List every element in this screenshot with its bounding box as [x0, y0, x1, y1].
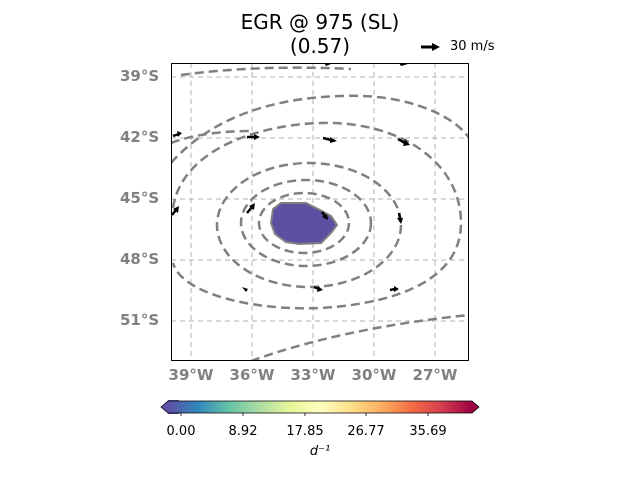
quiver-key-label: 30 m/s: [450, 39, 495, 54]
quiver-key-arrow-icon: [421, 42, 440, 51]
colorbar-outline: [160, 400, 480, 414]
colorbar-tick-marks: [180, 413, 429, 416]
colorbar: [160, 400, 480, 416]
lat-label-39s: 39°S: [120, 67, 160, 85]
wind-arrow: [389, 286, 399, 292]
wind-arrow: [247, 134, 260, 140]
colorbar-tick-label: 35.69: [409, 424, 447, 439]
lon-label-36w: 36°W: [229, 366, 275, 384]
wind-arrow: [313, 285, 323, 292]
contour-5: [171, 94, 469, 164]
lon-label-30w: 30°W: [351, 366, 397, 384]
lat-label-45s: 45°S: [120, 189, 160, 207]
colorbar-tick-label: 26.77: [347, 424, 385, 439]
lat-label-42s: 42°S: [120, 128, 160, 146]
wind-arrow: [172, 131, 182, 138]
lon-label-39w: 39°W: [168, 366, 214, 384]
contour-7: [180, 66, 352, 77]
wind-vectors: [171, 63, 410, 292]
wind-arrow: [246, 203, 255, 214]
wind-arrow: [397, 212, 403, 224]
wind-arrow: [242, 287, 248, 292]
pressure-contours: [171, 66, 469, 361]
lat-label-48s: 48°S: [120, 250, 160, 268]
quiver-key: 30 m/s: [420, 39, 495, 54]
wind-arrow: [171, 206, 179, 216]
contour-1: [257, 191, 351, 255]
colorbar-tick-label: 8.92: [228, 424, 258, 439]
colorbar-extend-low-tip: [161, 401, 168, 413]
contour-6: [171, 129, 252, 145]
colorbar-extend-high-tip: [472, 401, 479, 413]
map-subtitle: (0.57): [289, 34, 351, 58]
graticule: [171, 63, 469, 361]
contour-4: [171, 121, 463, 310]
contour-8: [250, 313, 469, 361]
lon-label-27w: 27°W: [412, 366, 458, 384]
map-title: EGR @ 975 (SL): [240, 10, 400, 34]
wind-arrow: [321, 211, 328, 220]
map-panel: [171, 63, 469, 361]
wind-arrow: [322, 136, 337, 143]
contour-2: [239, 178, 373, 268]
contour-3: [215, 161, 403, 289]
colorbar-unit-label: d⁻¹: [309, 444, 331, 459]
lon-label-33w: 33°W: [290, 366, 336, 384]
egr-filled-region: [269, 202, 339, 246]
colorbar-gradient: [168, 401, 472, 413]
colorbar-tick-label: 0.00: [166, 424, 196, 439]
colorbar-tick-label: 17.85: [286, 424, 324, 439]
map-frame: [171, 63, 469, 361]
wind-arrow: [397, 137, 410, 146]
lat-label-51s: 51°S: [120, 311, 160, 329]
